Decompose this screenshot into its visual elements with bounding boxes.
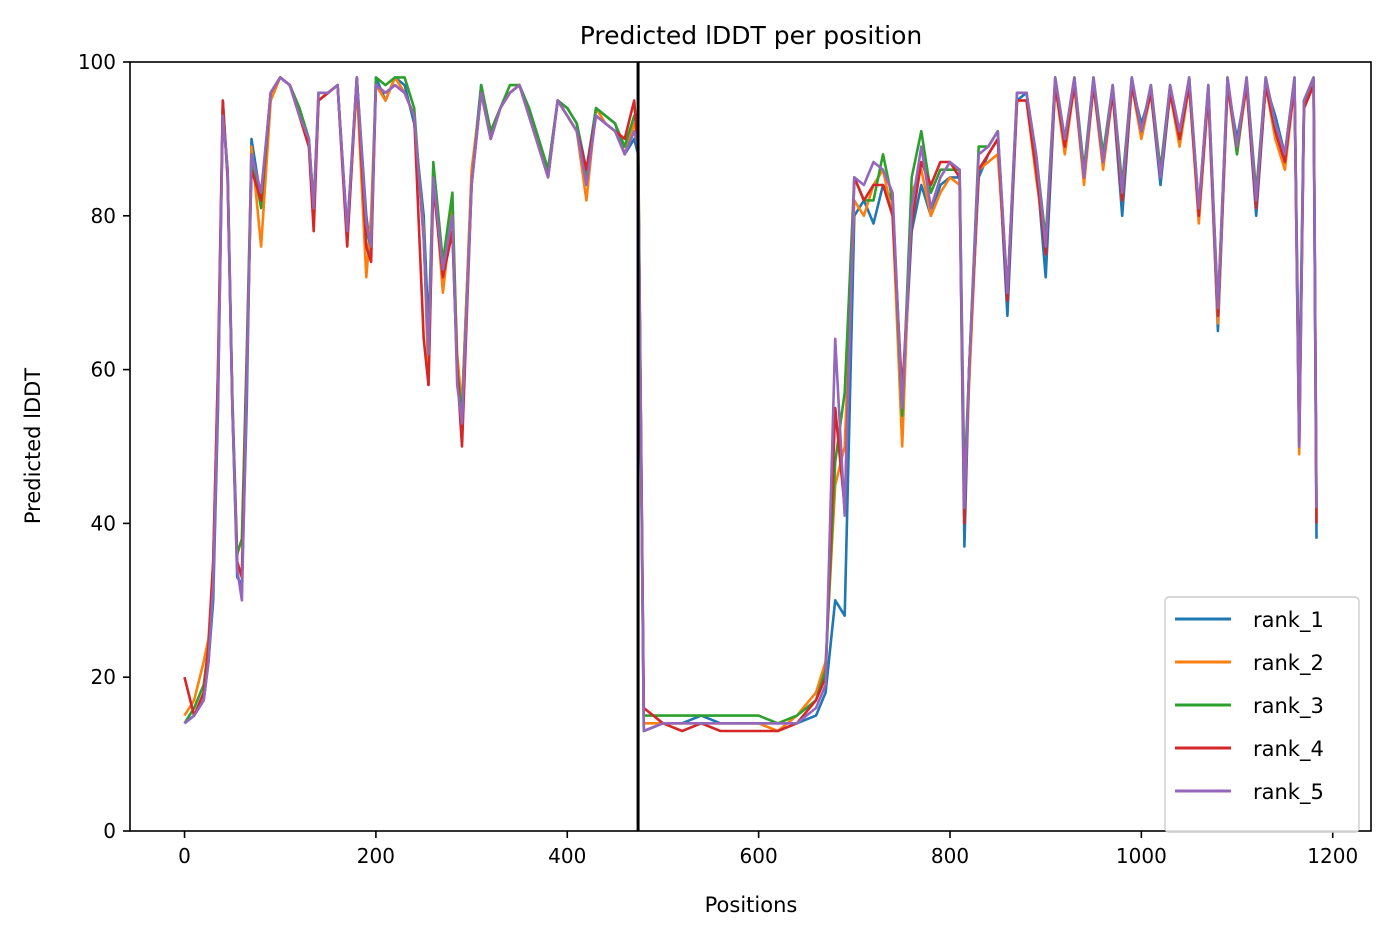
x-tick-label: 200 xyxy=(357,844,395,868)
series-line-rank_2 xyxy=(183,76,1318,733)
y-tick-label: 0 xyxy=(103,819,116,843)
plot-lines xyxy=(183,76,1318,733)
plot-frame xyxy=(129,61,1372,832)
series-line-rank_3 xyxy=(183,76,1318,725)
legend: rank_1 rank_2 rank_3 rank_4 rank_5 xyxy=(1164,596,1360,833)
legend-box xyxy=(1164,596,1360,833)
x-tick-label: 800 xyxy=(931,844,969,868)
y-tick-label: 20 xyxy=(91,665,116,689)
y-axis-label: Predicted lDDT xyxy=(21,368,45,524)
legend-label: rank_1 xyxy=(1253,608,1324,633)
y-tick-label: 60 xyxy=(91,358,116,382)
x-axis-label: Positions xyxy=(705,893,798,917)
legend-label: rank_4 xyxy=(1253,737,1324,762)
chart-title: Predicted lDDT per position xyxy=(580,21,922,50)
y-tick-label: 100 xyxy=(78,50,116,74)
x-tick-label: 0 xyxy=(178,844,191,868)
legend-label: rank_3 xyxy=(1253,694,1324,719)
legend-label: rank_5 xyxy=(1253,780,1324,805)
legend-label: rank_2 xyxy=(1253,651,1324,676)
x-tick-label: 400 xyxy=(548,844,586,868)
x-tick-label: 1200 xyxy=(1307,844,1358,868)
y-axis: 0 20 40 60 80 100 xyxy=(78,50,130,843)
series-line-rank_4 xyxy=(183,76,1318,733)
x-tick-label: 1000 xyxy=(1116,844,1167,868)
y-tick-label: 80 xyxy=(91,204,116,228)
series-line-rank_1 xyxy=(183,76,1318,733)
x-tick-label: 600 xyxy=(740,844,778,868)
series-line-rank_5 xyxy=(183,76,1318,733)
y-tick-label: 40 xyxy=(91,511,116,535)
x-axis: 0 200 400 600 800 1000 1200 xyxy=(178,831,1358,868)
